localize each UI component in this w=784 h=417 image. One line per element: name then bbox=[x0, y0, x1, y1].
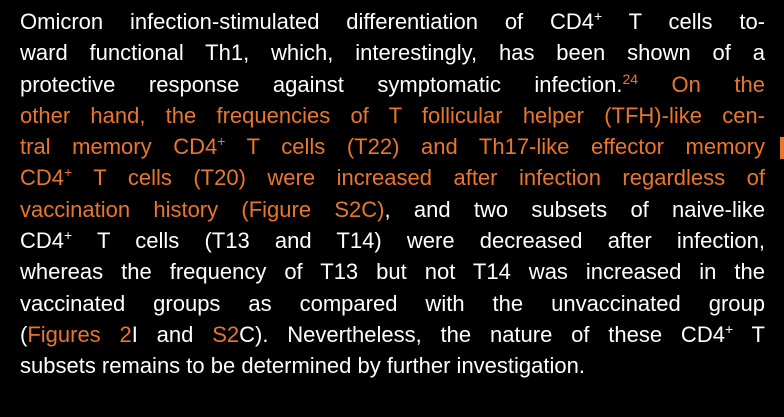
text-segment: I and bbox=[131, 321, 213, 347]
text-line: protective response against symptomatic … bbox=[20, 69, 765, 100]
text-segment: protective response against symptomatic … bbox=[20, 71, 623, 97]
text-segment: T cells (T20) were increased after infec… bbox=[72, 165, 765, 191]
text-segment: T cells (T22) and Th17-like effector mem… bbox=[225, 134, 765, 160]
text-segment: Figures 2 bbox=[27, 321, 132, 347]
text-segment: T bbox=[733, 321, 765, 347]
superscript: 24 bbox=[622, 70, 639, 87]
text-line: other hand, the frequencies of T follicu… bbox=[20, 100, 765, 131]
text-line: subsets remains to be determined by furt… bbox=[20, 350, 765, 381]
text-line: vaccinated groups as compared with the u… bbox=[20, 288, 765, 319]
text-segment: , and two subsets of naive-like bbox=[384, 196, 765, 222]
text-line: whereas the frequency of T13 but not T14… bbox=[20, 256, 765, 287]
text-segment: CD4 bbox=[20, 228, 65, 254]
superscript: + bbox=[64, 164, 73, 181]
text-segment: On the bbox=[638, 71, 765, 97]
text-segment: ward functional Th1, which, interestingl… bbox=[20, 40, 765, 66]
text-segment: T cells to- bbox=[602, 9, 766, 34]
margin-marker bbox=[780, 137, 784, 159]
text-line: CD4+ T cells (T20) were increased after … bbox=[20, 162, 765, 193]
text-segment: CD4 bbox=[20, 165, 65, 191]
text-line: Omicron infection-stimulated differentia… bbox=[20, 6, 765, 37]
text-segment: Omicron infection-stimulated differentia… bbox=[20, 9, 595, 34]
text-line: vaccination history (Figure S2C), and tw… bbox=[20, 194, 765, 225]
text-line: (Figures 2I and S2C). Nevertheless, the … bbox=[20, 319, 765, 350]
text-segment: vaccinated groups as compared with the u… bbox=[20, 290, 765, 316]
text-line: CD4+ T cells (T13 and T14) were decrease… bbox=[20, 225, 765, 256]
paragraph: Omicron infection-stimulated differentia… bbox=[20, 6, 765, 382]
text-segment: subsets remains to be determined by furt… bbox=[20, 353, 585, 379]
text-segment: tral memory CD4 bbox=[20, 134, 218, 160]
text-segment: other hand, the frequencies of T follicu… bbox=[20, 102, 765, 128]
text-segment: C). Nevertheless, the nature of these CD… bbox=[239, 321, 725, 347]
superscript: + bbox=[594, 8, 603, 24]
text-segment: S2 bbox=[212, 321, 240, 347]
superscript: + bbox=[64, 227, 73, 244]
superscript: + bbox=[217, 133, 226, 150]
superscript: + bbox=[724, 320, 734, 337]
text-segment: whereas the frequency of T13 but not T14… bbox=[20, 259, 765, 285]
text-segment: vaccination history (Figure S2C) bbox=[20, 196, 385, 222]
text-segment: T cells (T13 and T14) were decreased aft… bbox=[72, 228, 765, 254]
text-line: ward functional Th1, which, interestingl… bbox=[20, 37, 765, 68]
text-line: tral memory CD4+ T cells (T22) and Th17-… bbox=[20, 131, 765, 162]
text-segment: ( bbox=[20, 321, 28, 347]
